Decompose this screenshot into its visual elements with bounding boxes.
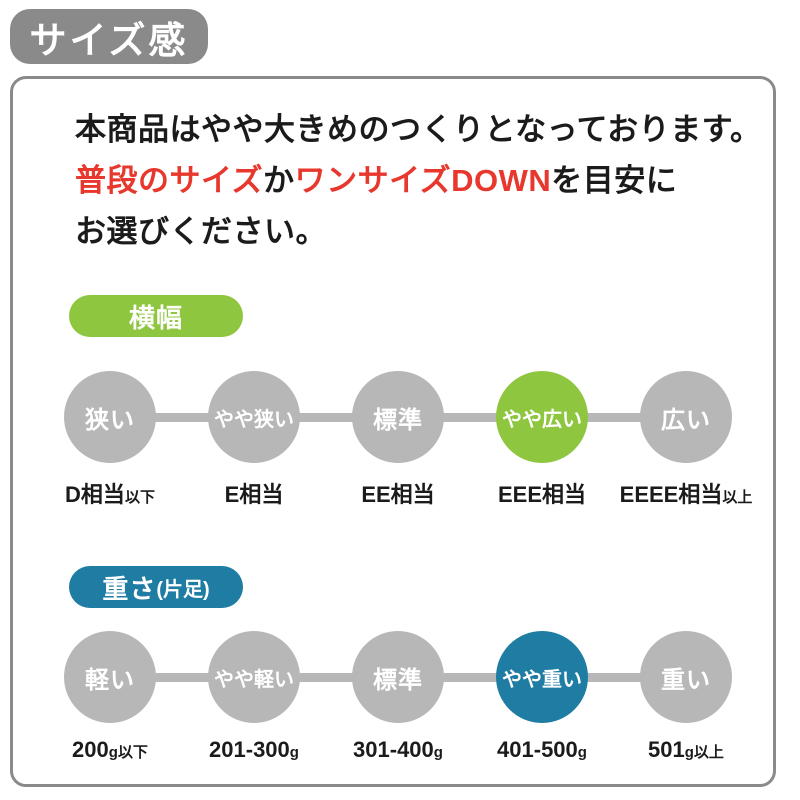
width-value-label: E相当	[224, 482, 284, 507]
weight-circle-heavy: 重い	[640, 631, 732, 723]
weight-section-pill: 重さ (片足)	[69, 566, 243, 608]
weight-value-label: 200g以下	[72, 737, 148, 762]
title-badge: サイズ感	[10, 9, 208, 64]
weight-scale: 軽い やや軽い 標準 やや重い 重い	[13, 631, 773, 725]
width-value-label: D相当以下	[65, 482, 155, 507]
width-value-label: EEEE相当以上	[619, 482, 753, 507]
weight-value-labels: 200g以下 201-300g 301-400g 401-500g 501g以上	[13, 737, 773, 767]
intro-line-2-red-1: 普段のサイズ	[75, 163, 264, 198]
size-guide-panel: 本商品はやや大きめのつくりとなっております。 普段のサイズかワンサイズDOWNを…	[10, 76, 776, 787]
intro-line-2-red-2: ワンサイズDOWN	[294, 163, 552, 198]
weight-circle-light: 軽い	[64, 631, 156, 723]
width-value-label: EE相当	[361, 482, 435, 507]
width-value-labels: D相当以下 E相当 EE相当 EEE相当 EEEE相当以上	[13, 477, 773, 507]
weight-value-label: 401-500g	[497, 737, 587, 762]
width-circle-slightly-wide-active: やや広い	[496, 371, 588, 463]
width-section-pill: 横幅	[69, 295, 243, 337]
weight-value-label: 201-300g	[209, 737, 299, 762]
weight-circle-slightly-light: やや軽い	[208, 631, 300, 723]
weight-pill-suffix: (片足)	[156, 578, 210, 601]
width-pill-label: 横幅	[128, 302, 183, 333]
width-scale: 狭い やや狭い 標準 やや広い 広い	[13, 371, 773, 465]
weight-circle-slightly-heavy-active: やや重い	[496, 631, 588, 723]
width-circle-slightly-narrow: やや狭い	[208, 371, 300, 463]
weight-circle-standard: 標準	[352, 631, 444, 723]
intro-line-2: 普段のサイズかワンサイズDOWNを目安に	[75, 155, 762, 206]
width-circle-standard: 標準	[352, 371, 444, 463]
intro-line-2-black-1: か	[263, 163, 295, 198]
width-circle-narrow: 狭い	[64, 371, 156, 463]
weight-value-label: 501g以上	[648, 737, 724, 762]
intro-line-2-black-2: を目安に	[551, 163, 678, 198]
intro-line-1: 本商品はやや大きめのつくりとなっております。	[75, 112, 762, 147]
weight-value-label: 301-400g	[353, 737, 443, 762]
intro-text: 本商品はやや大きめのつくりとなっております。 普段のサイズかワンサイズDOWNを…	[75, 104, 762, 257]
width-circle-wide: 広い	[640, 371, 732, 463]
intro-line-3: お選びください。	[75, 214, 327, 249]
width-value-label: EEE相当	[497, 482, 587, 507]
weight-pill-label: 重さ	[102, 573, 157, 604]
